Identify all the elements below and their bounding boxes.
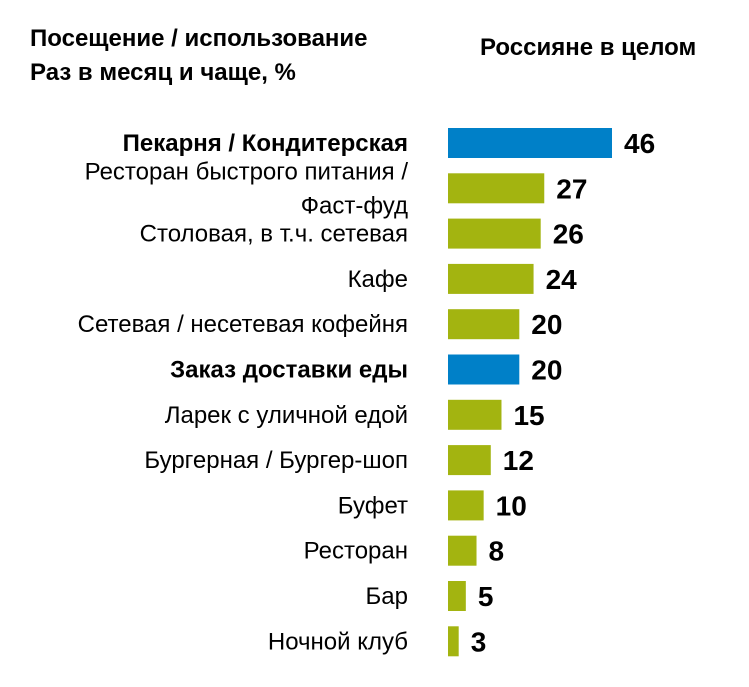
value-label-12: 3 — [471, 626, 487, 657]
category-label-3: Столовая, в т.ч. сетевая — [140, 221, 408, 248]
bar-11 — [448, 581, 466, 611]
value-label-3: 26 — [553, 219, 584, 250]
value-label-8: 12 — [503, 445, 534, 476]
bar-1 — [448, 128, 612, 158]
value-label-6: 20 — [531, 355, 562, 386]
bar-12 — [448, 626, 459, 657]
series-header: Россияне в целом — [480, 34, 697, 61]
category-label-8: Бургерная / Бургер-шоп — [144, 447, 408, 474]
bar-9 — [448, 490, 484, 521]
category-label-2-line-2: Фаст-фуд — [301, 192, 408, 219]
category-label-9: Буфет — [338, 492, 408, 519]
category-label-5: Сетевая / несетевая кофейня — [78, 311, 408, 338]
value-label-9: 10 — [496, 490, 527, 521]
category-label-4: Кафе — [348, 266, 408, 293]
chart-title-line-1: Посещение / использование — [30, 25, 368, 52]
bar-6 — [448, 354, 520, 385]
bar-4 — [448, 263, 534, 294]
category-label-11: Бар — [366, 583, 408, 610]
value-label-2: 27 — [556, 173, 587, 204]
value-label-10: 8 — [489, 536, 505, 567]
value-label-5: 20 — [531, 309, 562, 340]
chart-title: Посещение / использование Раз в месяц и … — [30, 22, 368, 90]
bar-2 — [448, 173, 545, 204]
bar-3 — [448, 218, 541, 249]
category-label-2-line-1: Ресторан быстрого питания / — [85, 158, 409, 185]
chart-title-line-2: Раз в месяц и чаще, % — [30, 59, 296, 86]
bar-8 — [448, 445, 491, 476]
category-label-1: Пекарня / Кондитерская — [123, 130, 408, 157]
value-label-4: 24 — [546, 264, 578, 295]
category-label-7: Ларек с уличной едой — [165, 402, 408, 429]
bar-10 — [448, 535, 477, 566]
bar-7 — [448, 399, 502, 430]
value-label-7: 15 — [513, 400, 544, 431]
value-label-11: 5 — [478, 581, 494, 612]
category-label-10: Ресторан — [304, 538, 408, 565]
value-label-1: 46 — [624, 128, 655, 159]
category-label-12: Ночной клуб — [268, 628, 408, 655]
bar-5 — [448, 309, 520, 340]
category-label-6: Заказ доставки еды — [170, 357, 408, 384]
